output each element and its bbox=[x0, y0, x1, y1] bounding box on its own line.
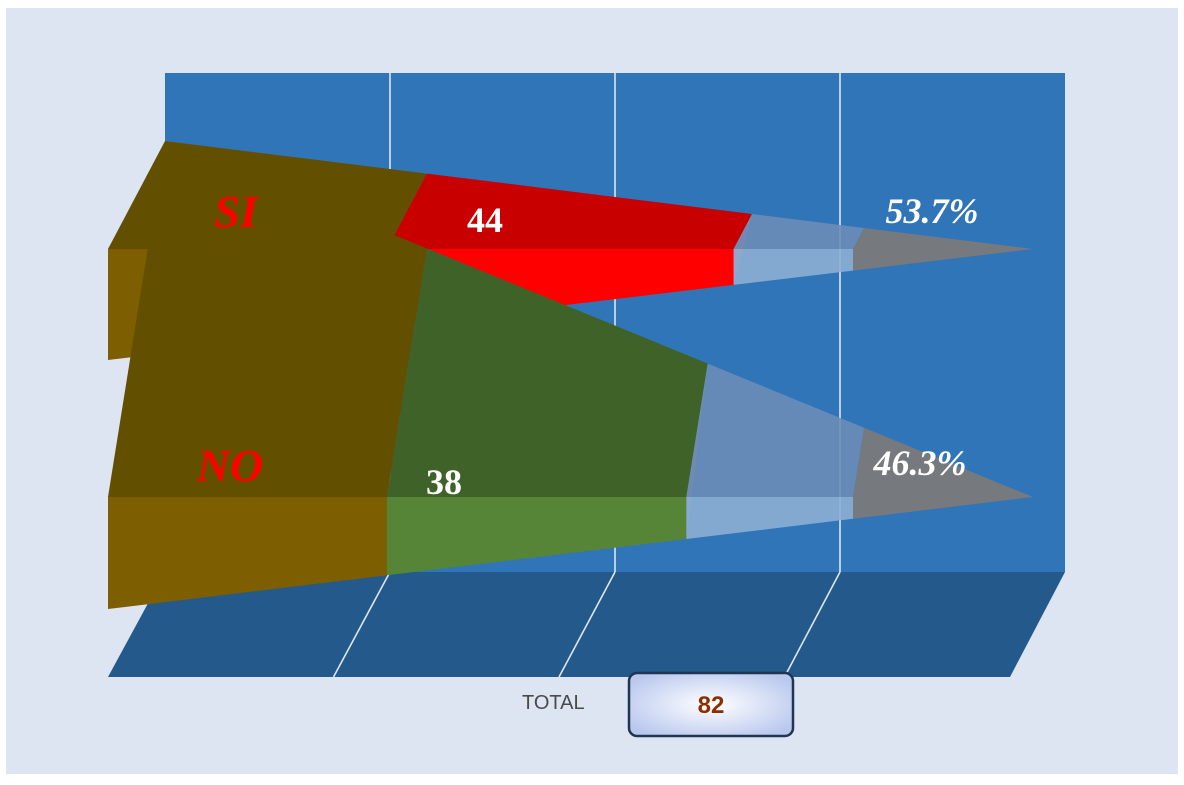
value-label-no: 38 bbox=[426, 462, 462, 502]
gridline-floor bbox=[558, 571, 616, 678]
bar-no bbox=[108, 141, 1033, 609]
value-top-si bbox=[387, 173, 753, 249]
category-label-si: SI bbox=[214, 186, 260, 237]
value-front-no bbox=[387, 497, 687, 576]
category-top-no bbox=[108, 141, 427, 497]
total-value: 82 bbox=[698, 692, 725, 719]
percent-label-si: 53.7% bbox=[886, 191, 979, 231]
gridline-floor bbox=[783, 571, 841, 678]
category-label-no: NO bbox=[196, 440, 263, 491]
value-label-si: 44 bbox=[467, 200, 503, 240]
remaining-top-si bbox=[733, 214, 865, 249]
remaining-front-si bbox=[733, 249, 853, 285]
labels-layer: SI 44 53.7% NO 38 46.3% bbox=[196, 186, 979, 502]
gridline-floor bbox=[332, 571, 391, 678]
remaining-front-no bbox=[686, 497, 853, 539]
value-top-no bbox=[387, 248, 708, 497]
bars-layer bbox=[108, 141, 1033, 609]
total-label: TOTAL bbox=[522, 692, 585, 714]
category-front-no bbox=[108, 497, 387, 609]
tip-no bbox=[853, 427, 1033, 519]
total-box bbox=[627, 671, 795, 738]
percent-label-no: 46.3% bbox=[873, 443, 967, 483]
total-group: TOTAL 82 bbox=[522, 671, 795, 738]
tip-si bbox=[853, 227, 1033, 271]
remaining-top-no bbox=[686, 363, 865, 497]
